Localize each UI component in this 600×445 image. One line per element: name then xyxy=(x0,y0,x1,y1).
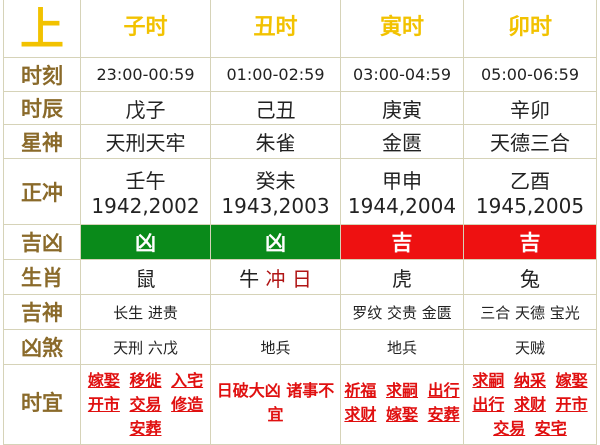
yi-cell: 求嗣 纳采 嫁娶 出行 求财 开市 交易 安宅 xyxy=(463,364,597,445)
row-label: 时刻 xyxy=(3,57,81,92)
jishen-row: 吉神 长生 进贵 罗纹 交贵 金匮 三合 天德 宝光 xyxy=(3,294,597,330)
chong-ganzhi: 乙酉 xyxy=(510,169,550,193)
hour-header: 寅时 xyxy=(340,0,464,58)
row-label: 生肖 xyxy=(3,259,81,295)
header-row: 上 子时 丑时 寅时 卯时 xyxy=(3,0,597,58)
chong-cell: 壬午 1942,2002 xyxy=(80,158,211,225)
yi-item[interactable]: 嫁娶 xyxy=(385,405,418,424)
yi-cell: 嫁娶 移徙 入宅 开市 交易 修造 安葬 xyxy=(80,364,211,445)
chong-ganzhi: 壬午 xyxy=(125,169,166,193)
star-cell: 天德三合 xyxy=(463,124,597,159)
yi-item[interactable]: 安葬 xyxy=(129,419,162,438)
ganzhi-row: 时辰 戊子 己丑 庚寅 辛卯 xyxy=(3,91,597,125)
yi-item[interactable]: 开市 xyxy=(87,395,120,414)
chong-cell: 癸未 1943,2003 xyxy=(210,158,341,225)
yi-item[interactable]: 纳采 xyxy=(513,371,546,390)
jixiong-badge: 吉 xyxy=(463,224,597,260)
xiongsha-cell: 天刑 六戊 xyxy=(80,329,211,365)
yi-item: 日破大凶 诸事不宜 xyxy=(216,381,335,424)
row-label: 时辰 xyxy=(3,91,81,125)
row-label: 吉凶 xyxy=(3,224,81,260)
yi-item[interactable]: 嫁娶 xyxy=(555,371,588,390)
day-text: 日 xyxy=(291,266,312,291)
yi-item[interactable]: 交易 xyxy=(129,395,162,414)
jixiong-row: 吉凶 凶 凶 吉 吉 xyxy=(3,224,597,260)
chong-years: 1945,2005 xyxy=(475,194,585,218)
xiongsha-cell: 地兵 xyxy=(340,329,464,365)
time-cell: 23:00-00:59 xyxy=(80,57,211,92)
yi-cell: 祈福 求嗣 出行 求财 嫁娶 安葬 xyxy=(340,364,464,445)
row-label: 时宜 xyxy=(3,364,81,445)
yi-item[interactable]: 求财 xyxy=(513,395,546,414)
jishen-cell xyxy=(210,294,341,330)
yi-item[interactable]: 求财 xyxy=(344,405,377,424)
yi-item[interactable]: 祈福 xyxy=(344,381,377,400)
jixiong-badge: 凶 xyxy=(210,224,341,260)
corner-char: 上 xyxy=(3,0,81,58)
star-row: 星神 天刑天牢 朱雀 金匮 天德三合 xyxy=(3,124,597,159)
xiongsha-cell: 天贼 xyxy=(463,329,597,365)
hour-header: 卯时 xyxy=(463,0,597,58)
hour-header: 丑时 xyxy=(210,0,341,58)
clash-text: 冲 xyxy=(265,266,286,291)
chong-cell: 甲申 1944,2004 xyxy=(340,158,464,225)
yi-item[interactable]: 嫁娶 xyxy=(87,371,120,390)
jishen-cell: 罗纹 交贵 金匮 xyxy=(340,294,464,330)
yi-item[interactable]: 修造 xyxy=(171,395,204,414)
ganzhi-cell: 庚寅 xyxy=(340,91,464,125)
row-label: 吉神 xyxy=(3,294,81,330)
star-cell: 朱雀 xyxy=(210,124,341,159)
hour-header: 子时 xyxy=(80,0,211,58)
chong-cell: 乙酉 1945,2005 xyxy=(463,158,597,225)
row-label: 星神 xyxy=(3,124,81,159)
chong-row: 正冲 壬午 1942,2002 癸未 1943,2003 甲申 1944,2004 乙… xyxy=(3,158,597,225)
chong-ganzhi: 癸未 xyxy=(255,169,296,193)
yi-item[interactable]: 出行 xyxy=(427,381,460,400)
row-label: 凶煞 xyxy=(3,329,81,365)
ganzhi-cell: 戊子 xyxy=(80,91,211,125)
yi-item[interactable]: 求嗣 xyxy=(385,381,418,400)
xiongsha-row: 凶煞 天刑 六戊 地兵 地兵 天贼 xyxy=(3,329,597,365)
time-row: 时刻 23:00-00:59 01:00-02:59 03:00-04:59 0… xyxy=(3,57,597,92)
jixiong-badge: 吉 xyxy=(340,224,464,260)
zodiac-row: 生肖 鼠 牛 冲 日 虎 兔 xyxy=(3,259,597,295)
ganzhi-cell: 辛卯 xyxy=(463,91,597,125)
chong-years: 1943,2003 xyxy=(221,194,330,218)
yi-item[interactable]: 求嗣 xyxy=(472,371,505,390)
hour-table: 上 子时 丑时 寅时 卯时 时刻 23:00-00:59 01:00-02:59… xyxy=(3,0,597,445)
chong-years: 1942,2002 xyxy=(91,194,200,218)
yi-item[interactable]: 开市 xyxy=(555,395,588,414)
star-cell: 天刑天牢 xyxy=(80,124,211,159)
jishen-cell: 三合 天德 宝光 xyxy=(463,294,597,330)
zodiac-animal: 牛 xyxy=(239,266,260,291)
yi-item[interactable]: 入宅 xyxy=(171,371,204,390)
row-label: 正冲 xyxy=(3,158,81,225)
yi-row: 时宜 嫁娶 移徙 入宅 开市 交易 修造 安葬 日破大凶 诸事不宜 祈福 求嗣 … xyxy=(3,364,597,445)
yi-item[interactable]: 安宅 xyxy=(534,419,567,438)
ganzhi-cell: 己丑 xyxy=(210,91,341,125)
zodiac-cell: 虎 xyxy=(340,259,464,295)
yi-item[interactable]: 安葬 xyxy=(427,405,460,424)
star-cell: 金匮 xyxy=(340,124,464,159)
chong-ganzhi: 甲申 xyxy=(382,169,422,193)
jixiong-badge: 凶 xyxy=(80,224,211,260)
time-cell: 03:00-04:59 xyxy=(340,57,464,92)
chong-years: 1944,2004 xyxy=(347,194,457,218)
jishen-cell: 长生 进贵 xyxy=(80,294,211,330)
zodiac-cell: 鼠 xyxy=(80,259,211,295)
time-cell: 01:00-02:59 xyxy=(210,57,341,92)
time-cell: 05:00-06:59 xyxy=(463,57,597,92)
yi-cell: 日破大凶 诸事不宜 xyxy=(210,364,341,445)
zodiac-cell: 兔 xyxy=(463,259,597,295)
zodiac-cell: 牛 冲 日 xyxy=(210,259,341,295)
xiongsha-cell: 地兵 xyxy=(210,329,341,365)
yi-item[interactable]: 出行 xyxy=(472,395,505,414)
yi-item[interactable]: 移徙 xyxy=(129,371,162,390)
yi-item[interactable]: 交易 xyxy=(493,419,526,438)
